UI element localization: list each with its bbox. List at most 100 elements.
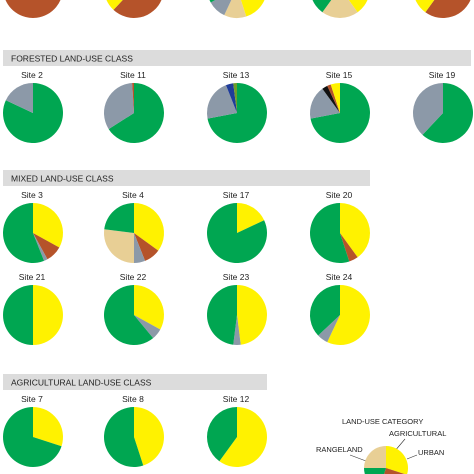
site-label: Site 22 bbox=[120, 272, 147, 282]
legend-pie-slice-agricultural bbox=[386, 446, 408, 474]
site-label: Site 19 bbox=[429, 70, 456, 80]
site-label: Site 21 bbox=[19, 272, 46, 282]
site-pie-slice-forested bbox=[104, 203, 134, 233]
top-pie-slice-rangeland bbox=[224, 0, 247, 18]
site-pie-slice-agricultural bbox=[134, 285, 165, 330]
site-pie: Site 19 bbox=[413, 70, 474, 144]
top-pie-slice-urban bbox=[425, 0, 471, 18]
top-pie-slice-urban bbox=[113, 0, 162, 18]
top-pie bbox=[106, 0, 162, 18]
top-pie-slice-forested bbox=[312, 0, 332, 13]
site-pie-slice-forested bbox=[108, 83, 164, 144]
site-pie-slice-barren bbox=[5, 83, 33, 113]
group-band bbox=[3, 170, 370, 186]
top-pie-slice-forested bbox=[209, 0, 216, 3]
legend-pie-slice-rangeland bbox=[364, 446, 386, 468]
site-label: Site 3 bbox=[21, 190, 43, 200]
site-label: Site 12 bbox=[223, 394, 250, 404]
top-pie bbox=[209, 0, 265, 18]
site-pie-slice-agricultural bbox=[327, 285, 371, 346]
site-pie-slice-agricultural bbox=[219, 407, 267, 468]
site-pie-slice-barren bbox=[134, 233, 146, 263]
site-pie-slice-forested bbox=[207, 203, 267, 263]
group-pies: Site 7 Site 8 Site 12 bbox=[3, 394, 267, 468]
site-pie: Site 24 bbox=[310, 272, 371, 346]
site-pie-slice-urban bbox=[33, 233, 60, 260]
site-label: Site 24 bbox=[326, 272, 353, 282]
site-pie-slice-barren bbox=[207, 85, 237, 119]
top-row-pies bbox=[5, 0, 471, 18]
site-pie-slice-forested bbox=[207, 285, 237, 345]
site-pie-slice-wetland bbox=[233, 83, 237, 113]
site-pie: Site 20 bbox=[310, 190, 370, 263]
top-pie-slice-agricultural bbox=[348, 0, 368, 13]
site-pie: Site 8 bbox=[104, 394, 165, 468]
site-pie-slice-forested bbox=[310, 83, 370, 143]
site-pie: Site 12 bbox=[207, 394, 267, 468]
site-pie-slice-forested bbox=[310, 285, 340, 336]
top-pie-slice-barren bbox=[210, 0, 232, 16]
site-pie: Site 21 bbox=[3, 272, 63, 345]
site-label: Site 4 bbox=[122, 190, 144, 200]
site-pie-slice-barren bbox=[318, 315, 340, 343]
site-label: Site 7 bbox=[21, 394, 43, 404]
site-pie: Site 2 bbox=[2, 70, 64, 144]
site-pie-slice-urban bbox=[327, 84, 340, 113]
site-pie-slice-agricultural bbox=[237, 285, 267, 345]
top-pie bbox=[312, 0, 368, 18]
site-pie-slice-dark bbox=[322, 85, 340, 113]
site-pie-slice-forested bbox=[2, 83, 64, 144]
group-title: AGRICULTURAL LAND-USE CLASS bbox=[11, 378, 152, 388]
site-pie-slice-urban bbox=[132, 83, 134, 113]
legend-pie-slice-urban bbox=[384, 468, 405, 474]
group-mixed: MIXED LAND-USE CLASS Site 3 Site 4 Site 17… bbox=[3, 170, 371, 346]
site-label: Site 23 bbox=[223, 272, 250, 282]
site-pie: Site 7 bbox=[3, 394, 63, 467]
site-pie-slice-forested bbox=[3, 285, 33, 345]
site-pie-slice-barren bbox=[134, 315, 161, 339]
legend-label-agricultural: AGRICULTURAL bbox=[389, 429, 446, 438]
group-forested: FORESTED LAND-USE CLASS Site 2 Site 11 Sit… bbox=[2, 50, 474, 144]
site-pie-slice-water bbox=[225, 83, 237, 113]
site-pie-slice-forested bbox=[104, 407, 144, 468]
top-pie bbox=[5, 0, 61, 18]
site-pie-slice-agricultural bbox=[330, 83, 340, 113]
group-pies: Site 3 Site 4 Site 17 Site 20 Site 21 Site 22… bbox=[3, 190, 371, 346]
site-pie-slice-agricultural bbox=[237, 203, 265, 233]
group-agricultural: AGRICULTURAL LAND-USE CLASS Site 7 Site 8… bbox=[3, 374, 267, 468]
site-pie-slice-forested bbox=[422, 83, 474, 144]
site-pie-slice-forested bbox=[3, 203, 45, 263]
site-pie-slice-forested bbox=[310, 203, 350, 263]
group-band bbox=[3, 50, 471, 66]
site-pie: Site 13 bbox=[207, 70, 268, 143]
site-label: Site 17 bbox=[223, 190, 250, 200]
site-pie-slice-urban bbox=[134, 233, 159, 261]
site-pie: Site 3 bbox=[3, 190, 64, 263]
top-pie bbox=[415, 0, 471, 18]
site-pie-slice-forested bbox=[3, 407, 62, 467]
site-pie: Site 22 bbox=[103, 272, 165, 346]
site-pie: Site 23 bbox=[207, 272, 267, 345]
legend-pie-slice-forested bbox=[364, 468, 386, 474]
site-label: Site 2 bbox=[21, 70, 43, 80]
legend-pie bbox=[364, 446, 408, 474]
site-pie: Site 15 bbox=[310, 70, 370, 143]
top-pie-slice-rangeland bbox=[322, 0, 358, 18]
site-pie-slice-agricultural bbox=[33, 203, 64, 248]
group-pies: Site 2 Site 11 Site 13 Site 15 Site 19 bbox=[2, 70, 474, 144]
top-pie-slice-agricultural bbox=[415, 0, 435, 13]
group-title: MIXED LAND-USE CLASS bbox=[11, 174, 114, 184]
site-pie-slice-barren bbox=[33, 233, 48, 261]
site-label: Site 11 bbox=[120, 70, 146, 80]
top-pie-slice-agricultural bbox=[106, 0, 123, 10]
site-pie-slice-forested bbox=[103, 285, 154, 346]
site-pie-slice-forested bbox=[207, 83, 268, 143]
site-pie-slice-barren bbox=[413, 83, 443, 135]
site-pie: Site 17 bbox=[207, 190, 267, 263]
site-pie-slice-forested bbox=[207, 407, 237, 462]
site-label: Site 15 bbox=[326, 70, 353, 80]
site-label: Site 20 bbox=[326, 190, 353, 200]
site-pie-slice-barren bbox=[233, 315, 241, 345]
site-pie-slice-agricultural bbox=[340, 203, 370, 258]
